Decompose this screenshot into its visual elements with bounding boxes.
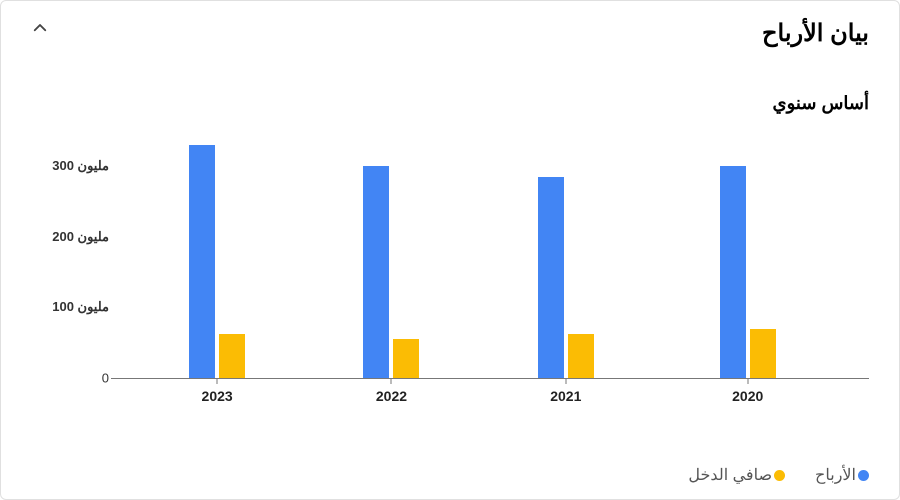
legend: الأرباح صافي الدخل	[688, 465, 869, 485]
bar-revenue	[189, 145, 215, 378]
legend-item-netincome: صافي الدخل	[688, 465, 785, 485]
legend-dot-icon	[774, 470, 785, 481]
x-axis-label: 2020	[732, 388, 763, 404]
chart-title: بيان الأرباح	[762, 19, 869, 48]
legend-dot-icon	[858, 470, 869, 481]
y-axis-label: 100 مليون	[41, 299, 109, 315]
chart-area: 0 100 مليون 200 مليون 300 مليون 2023 2022 2021…	[41, 131, 869, 409]
bar-netincome	[393, 339, 419, 378]
bar-revenue	[363, 166, 389, 378]
x-axis-label: 2022	[376, 388, 407, 404]
collapse-chevron-icon[interactable]	[31, 19, 49, 37]
legend-item-revenue: الأرباح	[815, 465, 869, 485]
bar-group	[720, 166, 776, 378]
bar-netincome	[219, 334, 245, 378]
legend-label: الأرباح	[815, 465, 856, 485]
bar-netincome	[568, 334, 594, 378]
y-axis-label: 0	[41, 371, 109, 386]
bar-group	[189, 145, 245, 378]
chart-card: بيان الأرباح أساس سنوي 0 100 مليون 200 ملي…	[0, 0, 900, 500]
y-axis-label: 300 مليون	[41, 158, 109, 174]
bar-group	[538, 177, 594, 378]
x-axis-label: 2021	[550, 388, 581, 404]
bar-revenue	[720, 166, 746, 378]
chart-subtitle: أساس سنوي	[21, 93, 879, 114]
x-tick-mark	[565, 378, 566, 384]
bar-netincome	[750, 329, 776, 378]
x-tick-mark	[391, 378, 392, 384]
x-axis-label: 2023	[202, 388, 233, 404]
bar-group	[363, 166, 419, 378]
plot-region: 0100 مليون200 مليون300 مليون202320222021…	[111, 131, 869, 379]
legend-label: صافي الدخل	[688, 465, 772, 485]
y-axis-label: 200 مليون	[41, 229, 109, 245]
x-tick-mark	[747, 378, 748, 384]
x-tick-mark	[217, 378, 218, 384]
bar-revenue	[538, 177, 564, 378]
header-row: بيان الأرباح	[21, 11, 879, 48]
